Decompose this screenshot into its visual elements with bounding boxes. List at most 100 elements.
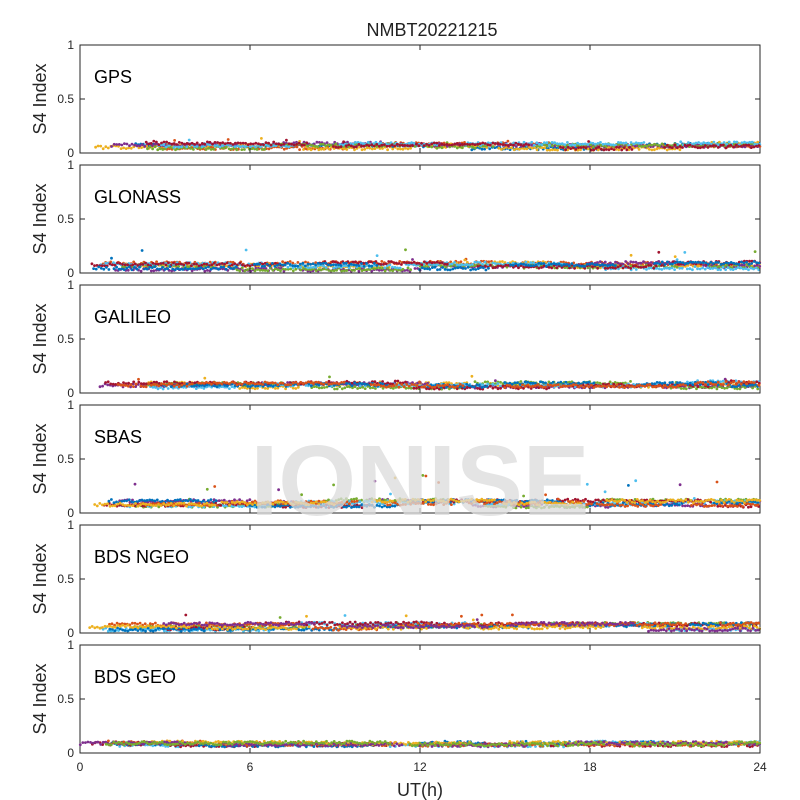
data-point (605, 385, 609, 389)
data-point (377, 144, 381, 148)
data-point (607, 146, 610, 149)
data-point (650, 148, 654, 152)
data-point (679, 383, 682, 387)
data-point (144, 385, 148, 389)
data-point (425, 261, 429, 265)
data-point (616, 261, 620, 265)
data-point (132, 380, 136, 384)
data-point (215, 381, 219, 385)
data-point (590, 383, 593, 387)
data-point (258, 268, 262, 272)
data-point (373, 380, 377, 383)
data-point (353, 148, 356, 152)
data-point (344, 144, 348, 148)
data-point (441, 266, 444, 269)
data-point (295, 145, 299, 149)
data-point (388, 144, 391, 148)
data-point (343, 386, 347, 390)
data-point (634, 268, 638, 271)
data-point (436, 268, 439, 272)
data-point (706, 380, 710, 383)
data-point (407, 263, 410, 267)
data-point (263, 264, 266, 268)
data-point (117, 143, 121, 146)
data-point (536, 383, 540, 387)
data-point (634, 260, 638, 264)
data-point (711, 267, 715, 270)
data-point (143, 267, 147, 271)
data-point (381, 380, 384, 383)
data-point (675, 265, 679, 269)
data-point (428, 260, 431, 264)
data-point (412, 263, 416, 267)
data-point (610, 147, 613, 151)
data-point (657, 250, 661, 254)
data-point (315, 140, 319, 144)
data-point (532, 264, 535, 267)
data-point (417, 144, 421, 148)
data-point (365, 262, 368, 265)
data-point (742, 144, 746, 147)
data-point (233, 498, 236, 502)
data-point (348, 382, 351, 386)
data-point (177, 385, 181, 389)
data-point (335, 382, 338, 385)
data-point (742, 380, 746, 383)
data-point (372, 262, 376, 265)
data-point (360, 144, 363, 148)
data-point (129, 146, 133, 150)
data-point (269, 384, 273, 387)
data-point (633, 144, 637, 148)
data-point (652, 266, 656, 270)
data-point (362, 265, 366, 268)
data-point (266, 269, 270, 273)
data-point (332, 269, 336, 272)
data-point (294, 381, 298, 384)
data-point (261, 262, 265, 266)
data-point (164, 263, 168, 267)
data-point (514, 262, 518, 265)
data-point (265, 262, 269, 266)
data-point (94, 267, 98, 271)
data-point (386, 381, 390, 385)
data-point (641, 384, 644, 388)
data-point (170, 142, 174, 146)
data-point (152, 382, 156, 386)
data-point (494, 385, 497, 389)
data-point (105, 266, 108, 269)
data-point (458, 143, 462, 147)
data-point (363, 382, 367, 386)
data-point (298, 262, 302, 266)
data-point (386, 266, 389, 270)
data-point (459, 266, 462, 269)
data-point (398, 266, 402, 270)
data-point (707, 141, 711, 145)
data-point (599, 147, 603, 151)
data-point (210, 382, 213, 386)
data-point (220, 262, 224, 265)
data-point (405, 261, 408, 265)
data-point (271, 268, 275, 272)
data-point (718, 140, 721, 144)
data-point (319, 147, 323, 151)
data-point (188, 142, 191, 146)
data-point (322, 264, 325, 268)
data-point (540, 143, 544, 147)
panel-label: GPS (94, 67, 132, 87)
data-point (202, 381, 206, 385)
data-point (264, 141, 268, 145)
data-point (660, 260, 664, 264)
data-point (491, 382, 495, 386)
data-point (190, 264, 193, 268)
data-point (274, 142, 278, 146)
data-point (139, 382, 143, 386)
data-point (276, 383, 280, 386)
data-point (721, 379, 725, 383)
data-point (729, 267, 733, 271)
data-point (292, 143, 296, 147)
data-point (243, 264, 247, 268)
data-point (413, 383, 416, 387)
data-point (744, 143, 748, 147)
data-point (106, 380, 110, 384)
